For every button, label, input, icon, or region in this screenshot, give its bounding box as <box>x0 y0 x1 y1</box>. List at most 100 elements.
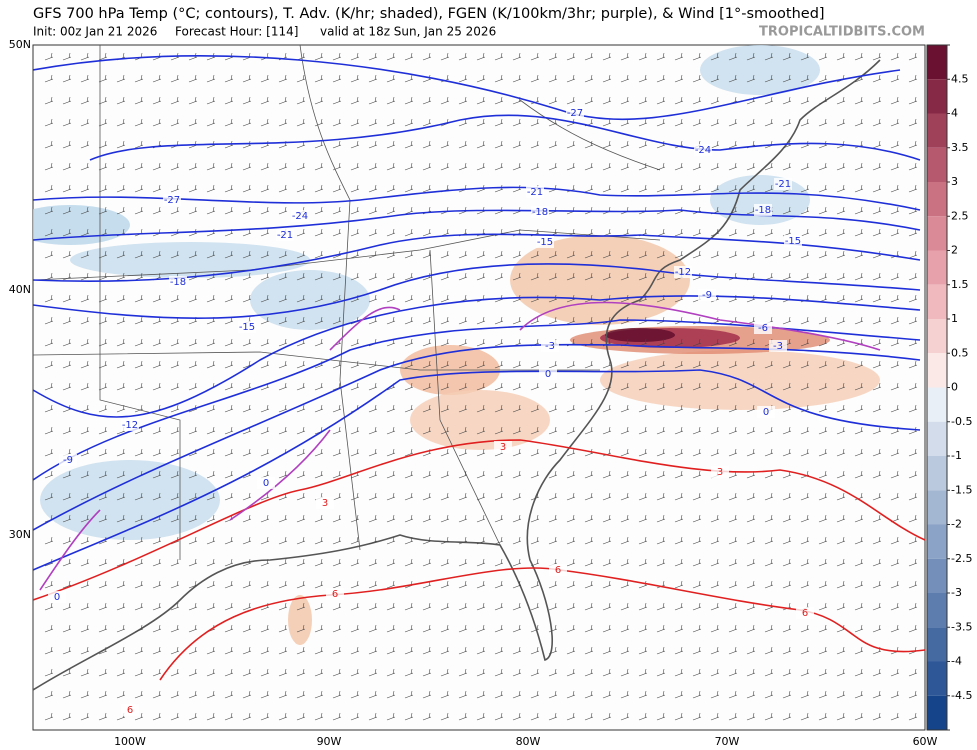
wind-barb <box>404 162 414 171</box>
wind-barb <box>188 492 198 501</box>
wind-barb <box>458 52 468 61</box>
wind-barb <box>800 228 810 237</box>
wind-barb <box>152 624 162 633</box>
wind-barb <box>44 624 54 633</box>
wind-barb <box>854 184 864 193</box>
wind-barb <box>422 602 432 611</box>
wind-barb <box>170 426 180 435</box>
wind-barb <box>548 360 558 369</box>
wind-barb <box>584 690 594 699</box>
wind-barb <box>386 514 396 523</box>
wind-barb <box>368 206 378 215</box>
wind-barb <box>296 690 306 699</box>
wind-barb <box>134 316 144 325</box>
wind-barb <box>152 646 162 655</box>
wind-barb <box>530 668 540 677</box>
wind-barb <box>62 492 72 501</box>
wind-barb <box>314 52 324 61</box>
wind-barb <box>440 404 450 413</box>
wind-barb <box>458 470 468 479</box>
wind-barb <box>566 668 576 677</box>
wind-barb <box>800 338 810 347</box>
wind-barb <box>872 206 882 215</box>
wind-barb <box>368 536 378 545</box>
wind-barb <box>728 52 738 61</box>
wind-barb <box>242 360 252 369</box>
wind-barb <box>278 294 288 303</box>
wind-barb <box>44 184 54 193</box>
contour-label-bg <box>796 607 814 619</box>
wind-barb <box>620 382 630 391</box>
wind-barb <box>80 316 90 325</box>
wind-barb <box>296 162 306 171</box>
colorbar-label: -4 <box>951 655 962 668</box>
wind-barb <box>458 250 468 259</box>
wind-barb <box>818 690 828 699</box>
wind-barb <box>764 536 774 545</box>
wind-barb <box>116 514 126 523</box>
wind-barb <box>44 162 54 171</box>
wind-barb <box>332 360 342 369</box>
wind-barb <box>332 184 342 193</box>
wind-barb <box>278 316 288 325</box>
wind-barb <box>890 96 900 105</box>
wind-barb <box>692 624 702 633</box>
wind-barb <box>800 580 810 589</box>
wind-barb <box>728 162 738 171</box>
wind-barb <box>368 690 378 699</box>
wind-barb <box>332 316 342 325</box>
wind-barb <box>764 448 774 457</box>
wind-barb <box>710 382 720 391</box>
wind-barb <box>368 250 378 259</box>
wind-barb <box>674 492 684 501</box>
wind-barb <box>818 96 828 105</box>
wind-barb <box>458 316 468 325</box>
wind-barb <box>818 536 828 545</box>
wind-barb <box>872 602 882 611</box>
wind-barb <box>368 184 378 193</box>
wind-barb <box>152 184 162 193</box>
wind-barb <box>368 162 378 171</box>
wind-barb <box>656 514 666 523</box>
wind-barb <box>476 668 486 677</box>
wind-barb <box>854 558 864 567</box>
wind-barb <box>260 514 270 523</box>
wind-barb <box>494 338 504 347</box>
wind-barb <box>206 668 216 677</box>
wind-barb <box>98 360 108 369</box>
wind-barb <box>242 184 252 193</box>
colorbar-cell <box>927 182 947 217</box>
wind-barb <box>458 448 468 457</box>
contour-label: -12 <box>675 267 691 278</box>
colorbar-cell <box>927 421 947 456</box>
wind-barb <box>692 228 702 237</box>
wind-barb <box>620 624 630 633</box>
wind-barb <box>242 272 252 281</box>
wind-barb <box>800 426 810 435</box>
forecast-hour: Forecast Hour: [114] <box>175 25 298 39</box>
wind-barb <box>134 118 144 127</box>
wind-barb <box>296 514 306 523</box>
wind-barb <box>800 382 810 391</box>
wind-barb <box>728 602 738 611</box>
wind-barb <box>350 228 360 237</box>
wind-barb <box>188 558 198 567</box>
wind-barb <box>890 228 900 237</box>
wind-barb <box>260 96 270 105</box>
wind-barb <box>890 52 900 61</box>
contour-label-bg <box>494 441 512 453</box>
wind-barb <box>440 448 450 457</box>
wind-barb <box>98 162 108 171</box>
wind-barb <box>476 448 486 457</box>
wind-barb <box>656 118 666 127</box>
wind-barb <box>764 668 774 677</box>
wind-barb <box>62 470 72 479</box>
wind-barb <box>224 338 234 347</box>
wind-barb <box>494 602 504 611</box>
wind-barb <box>80 74 90 83</box>
wind-barb <box>494 712 504 721</box>
wind-barb <box>602 382 612 391</box>
wind-barb <box>332 712 342 721</box>
contour-label: -21 <box>775 179 791 190</box>
wind-barb <box>116 448 126 457</box>
